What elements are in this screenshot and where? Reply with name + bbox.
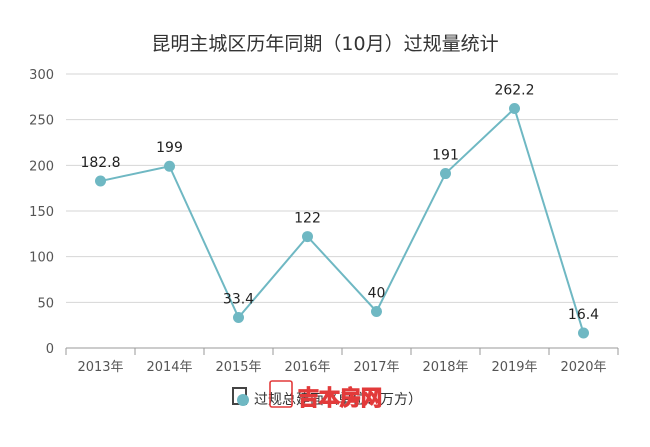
watermark: 吉本房网 xyxy=(269,380,383,411)
data-point xyxy=(509,103,520,115)
x-axis-ticks: 2013年 2014年 2015年 2016年 2017年 2018年 2019年 2020年 xyxy=(77,360,606,375)
x-tick-label: 2018年 xyxy=(422,360,468,375)
x-tick-label: 2016年 xyxy=(284,360,330,375)
data-label: 191 xyxy=(432,148,459,164)
data-point xyxy=(233,311,244,323)
data-point xyxy=(164,160,175,172)
y-axis-ticks: 0 50 100 150 200 250 300 xyxy=(29,68,54,357)
x-tick-label: 2015年 xyxy=(215,360,261,375)
y-tick-label: 300 xyxy=(29,68,54,83)
x-tick-label: 2017年 xyxy=(353,360,399,375)
y-tick-label: 100 xyxy=(29,251,54,266)
x-tick-label: 2019年 xyxy=(491,360,537,375)
y-tick-label: 0 xyxy=(46,342,54,357)
data-label: 199 xyxy=(156,140,183,156)
series-line xyxy=(100,106,585,334)
watermark-text: 吉本房网 xyxy=(298,386,382,410)
chart-title: 昆明主城区历年同期（10月）过规量统计 xyxy=(151,33,498,55)
data-label: 40 xyxy=(368,285,386,301)
series-line-layer xyxy=(95,103,589,339)
data-label: 16.4 xyxy=(568,307,599,323)
x-tick-label: 2013年 xyxy=(77,360,123,375)
data-point xyxy=(371,305,382,317)
data-label: 182.8 xyxy=(80,155,120,171)
y-tick-label: 50 xyxy=(37,296,54,311)
legend: 过规总建面（单位：万方） xyxy=(232,387,422,408)
y-tick-label: 250 xyxy=(29,114,54,129)
grid-lines xyxy=(65,73,619,355)
data-label: 33.4 xyxy=(223,291,254,307)
watermark-logo-icon xyxy=(269,380,293,408)
x-tick-label: 2014年 xyxy=(146,360,192,375)
data-point xyxy=(440,168,451,180)
data-label: 122 xyxy=(294,211,321,227)
legend-label: 过规总建面（单位：万方） xyxy=(254,392,422,408)
y-tick-label: 150 xyxy=(29,205,54,220)
data-labels: 182.8 199 33.4 122 40 191 262.2 16.4 xyxy=(80,83,599,323)
legend-marker-icon xyxy=(237,394,249,406)
data-label: 262.2 xyxy=(494,83,534,99)
data-point xyxy=(578,327,589,339)
x-tick-label: 2020年 xyxy=(560,360,606,375)
y-tick-label: 200 xyxy=(29,159,54,174)
data-point xyxy=(95,175,106,187)
data-point xyxy=(302,231,313,243)
